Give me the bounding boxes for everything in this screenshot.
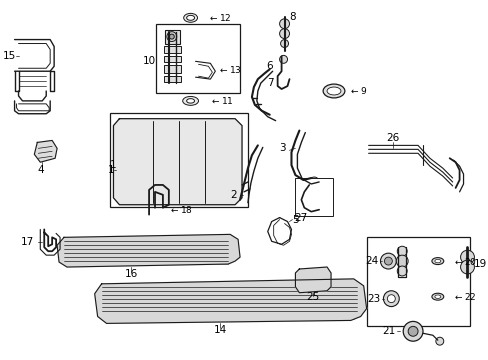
Circle shape bbox=[126, 126, 156, 155]
Bar bbox=[92, 239, 106, 264]
Ellipse shape bbox=[183, 96, 198, 105]
Circle shape bbox=[380, 253, 395, 269]
Text: $\leftarrow$20: $\leftarrow$20 bbox=[452, 256, 476, 267]
Polygon shape bbox=[57, 234, 240, 267]
Circle shape bbox=[279, 55, 287, 63]
Bar bbox=[328, 282, 353, 319]
Text: 15: 15 bbox=[2, 51, 16, 62]
Text: 17: 17 bbox=[21, 237, 34, 247]
Text: 23: 23 bbox=[366, 294, 380, 304]
Text: 4: 4 bbox=[37, 165, 43, 175]
Circle shape bbox=[460, 260, 473, 274]
Circle shape bbox=[395, 255, 407, 267]
Circle shape bbox=[308, 177, 319, 187]
Circle shape bbox=[334, 298, 342, 306]
Ellipse shape bbox=[186, 99, 194, 103]
Circle shape bbox=[435, 337, 443, 345]
Text: 2: 2 bbox=[230, 190, 237, 200]
Circle shape bbox=[183, 127, 207, 150]
Ellipse shape bbox=[434, 295, 440, 298]
Text: 24: 24 bbox=[365, 256, 378, 266]
Text: 6: 6 bbox=[266, 61, 272, 71]
Bar bbox=[163, 65, 181, 73]
Ellipse shape bbox=[323, 84, 344, 98]
Circle shape bbox=[188, 131, 202, 145]
Circle shape bbox=[279, 29, 289, 39]
Text: 8: 8 bbox=[289, 12, 296, 22]
Text: 10: 10 bbox=[142, 56, 156, 66]
Text: 5: 5 bbox=[291, 215, 298, 225]
Text: 19: 19 bbox=[472, 259, 486, 269]
Circle shape bbox=[78, 247, 85, 255]
Circle shape bbox=[137, 136, 145, 144]
Text: $\leftarrow$9: $\leftarrow$9 bbox=[348, 85, 366, 96]
Bar bbox=[315, 272, 325, 287]
Text: $\leftarrow$12: $\leftarrow$12 bbox=[208, 12, 231, 23]
Circle shape bbox=[169, 34, 174, 39]
Ellipse shape bbox=[186, 15, 194, 20]
Circle shape bbox=[117, 298, 125, 306]
Circle shape bbox=[407, 327, 417, 336]
Circle shape bbox=[196, 247, 204, 255]
Text: $\leftarrow$11: $\leftarrow$11 bbox=[210, 95, 234, 107]
Text: $\leftarrow$18: $\leftarrow$18 bbox=[168, 204, 192, 215]
Bar bbox=[163, 76, 181, 82]
Circle shape bbox=[383, 291, 398, 307]
Text: 21: 21 bbox=[381, 326, 394, 336]
Circle shape bbox=[280, 40, 288, 48]
Bar bbox=[109, 113, 247, 207]
Ellipse shape bbox=[434, 259, 440, 263]
Ellipse shape bbox=[183, 13, 197, 22]
Bar bbox=[366, 237, 469, 327]
Polygon shape bbox=[34, 140, 57, 162]
Bar bbox=[295, 178, 332, 216]
Polygon shape bbox=[113, 119, 242, 205]
Polygon shape bbox=[95, 279, 366, 323]
Circle shape bbox=[166, 119, 174, 127]
Ellipse shape bbox=[184, 156, 206, 184]
Text: $\leftarrow$22: $\leftarrow$22 bbox=[452, 291, 475, 302]
Ellipse shape bbox=[125, 150, 157, 190]
Circle shape bbox=[396, 246, 407, 256]
Text: 3: 3 bbox=[278, 143, 285, 153]
Circle shape bbox=[132, 131, 150, 149]
Circle shape bbox=[460, 250, 473, 264]
Circle shape bbox=[166, 32, 176, 41]
Text: 1: 1 bbox=[108, 165, 114, 175]
Text: 27: 27 bbox=[294, 212, 307, 222]
Circle shape bbox=[396, 266, 407, 276]
Text: 25: 25 bbox=[306, 292, 319, 302]
Text: 7: 7 bbox=[266, 78, 273, 88]
Ellipse shape bbox=[431, 258, 443, 265]
Text: $\leftarrow$13: $\leftarrow$13 bbox=[218, 64, 242, 75]
Bar bbox=[163, 45, 181, 53]
Bar bbox=[301, 272, 311, 287]
Text: 1: 1 bbox=[110, 160, 116, 170]
Circle shape bbox=[384, 257, 391, 265]
Circle shape bbox=[403, 321, 422, 341]
Bar bbox=[109, 283, 129, 320]
Text: 16: 16 bbox=[124, 269, 138, 279]
Bar bbox=[210, 237, 228, 264]
Ellipse shape bbox=[130, 156, 152, 184]
Ellipse shape bbox=[180, 150, 211, 190]
Bar bbox=[164, 30, 180, 44]
Circle shape bbox=[386, 295, 394, 303]
Ellipse shape bbox=[431, 293, 443, 300]
Text: 26: 26 bbox=[386, 134, 399, 144]
Text: 14: 14 bbox=[213, 325, 226, 335]
Circle shape bbox=[279, 19, 289, 29]
Bar bbox=[156, 24, 240, 93]
Ellipse shape bbox=[326, 87, 340, 95]
Polygon shape bbox=[295, 267, 330, 293]
Bar bbox=[163, 57, 181, 62]
Ellipse shape bbox=[163, 197, 177, 203]
